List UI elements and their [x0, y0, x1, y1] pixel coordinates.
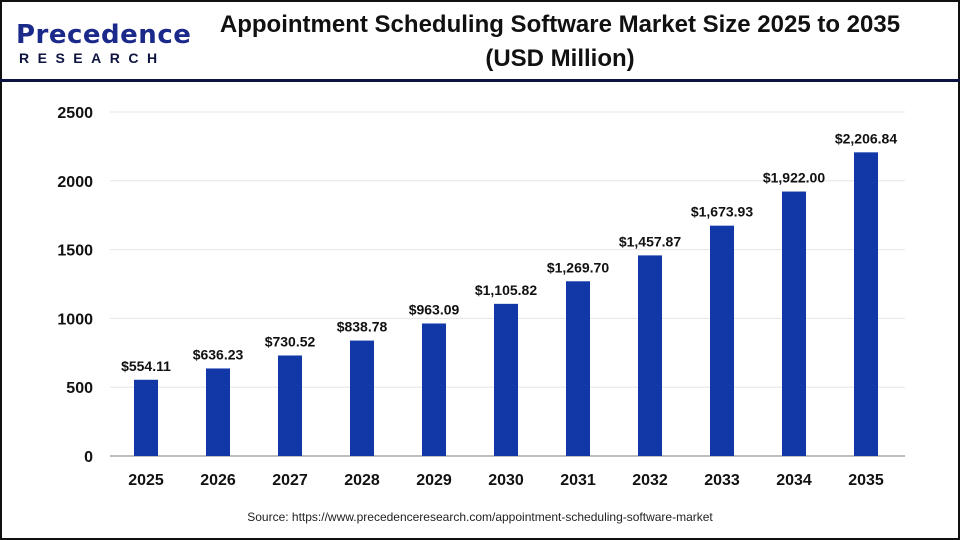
data-label: $838.78 [337, 319, 388, 335]
data-label: $2,206.84 [835, 130, 897, 146]
data-label: $554.11 [121, 358, 171, 374]
bar [782, 191, 806, 456]
data-label: $1,922.00 [763, 170, 825, 186]
y-tick-label: 0 [84, 449, 93, 466]
x-tick-label: 2027 [272, 472, 308, 489]
bar [710, 225, 734, 456]
bar [854, 152, 878, 457]
logo-main-text: Precedence [16, 20, 192, 50]
bar [638, 255, 662, 456]
data-label: $1,269.70 [547, 259, 609, 275]
y-tick-label: 2000 [57, 174, 93, 191]
y-tick-label: 2500 [57, 105, 93, 122]
title-line-1: Appointment Scheduling Software Market S… [219, 11, 901, 38]
chart-title: Appointment Scheduling Software Market S… [170, 8, 950, 76]
x-tick-label: 2033 [704, 472, 740, 489]
data-label: $963.09 [409, 301, 460, 317]
bar [278, 355, 302, 456]
x-tick-label: 2028 [344, 472, 380, 489]
header-divider [0, 79, 960, 82]
x-tick-label: 2030 [488, 472, 524, 489]
bar [422, 323, 446, 456]
y-tick-label: 1000 [57, 311, 93, 328]
data-label: $636.23 [193, 346, 244, 362]
bar [134, 379, 158, 456]
title-line-2: (USD Million) [485, 45, 635, 72]
bar [206, 368, 230, 456]
data-label: $1,105.82 [475, 282, 537, 298]
bar [494, 303, 518, 456]
x-tick-label: 2035 [848, 472, 884, 489]
x-tick-label: 2025 [128, 472, 164, 489]
data-label: $730.52 [265, 333, 316, 349]
x-tick-label: 2031 [560, 472, 596, 489]
x-tick-label: 2029 [416, 472, 452, 489]
y-tick-label: 500 [66, 380, 93, 397]
y-tick-label: 1500 [57, 243, 93, 260]
data-label: $1,673.93 [691, 204, 753, 220]
data-label: $1,457.87 [619, 233, 681, 249]
logo-sub-text: RESEARCH [19, 50, 166, 66]
x-tick-label: 2032 [632, 472, 668, 489]
bar [350, 340, 374, 456]
source-text: Source: https://www.precedenceresearch.c… [247, 510, 713, 524]
precedence-research-logo: Precedence RESEARCH [16, 20, 191, 66]
x-tick-label: 2034 [776, 472, 812, 489]
x-tick-label: 2026 [200, 472, 236, 489]
bar [566, 281, 590, 456]
